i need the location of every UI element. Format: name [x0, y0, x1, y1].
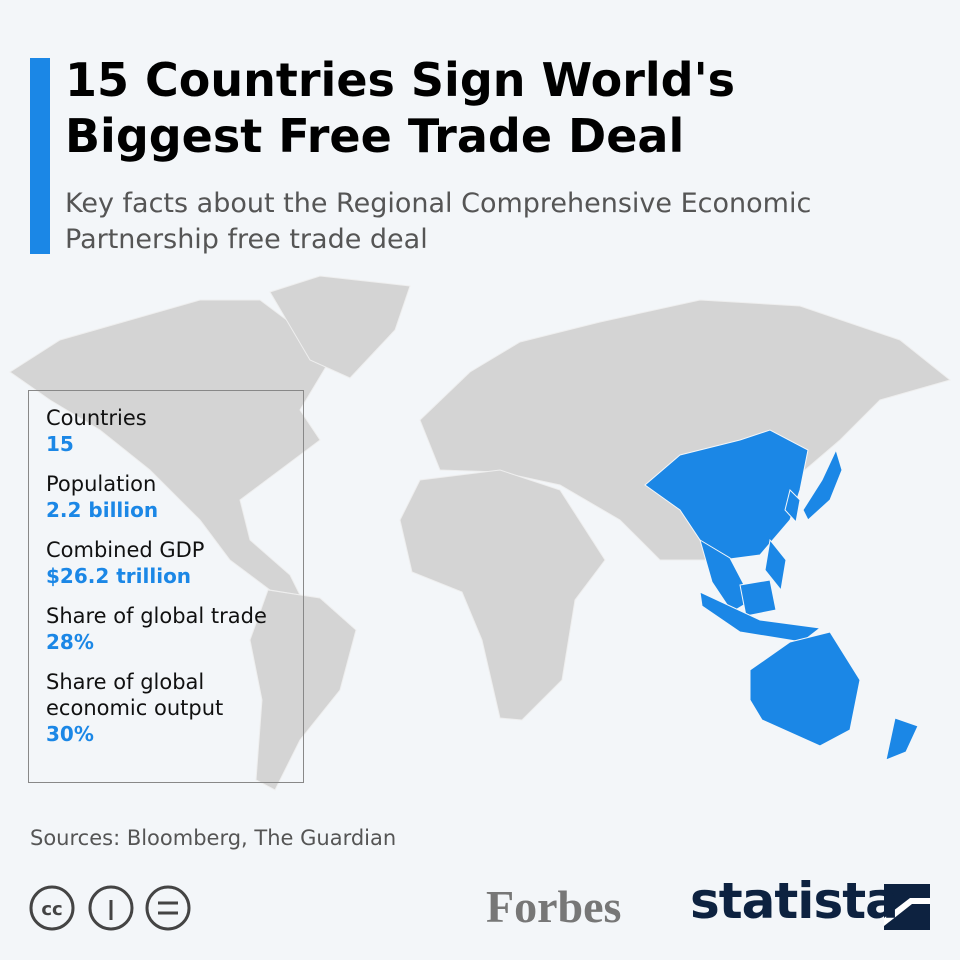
- fact: Population 2.2 billion: [46, 471, 303, 523]
- title: 15 Countries Sign World's Biggest Free T…: [65, 53, 736, 163]
- statista-logo-mark: [884, 898, 930, 926]
- north-america: [9, 299, 331, 596]
- fact: Share of global economic output 30%: [46, 669, 303, 747]
- statista-logo-text: statista: [690, 872, 899, 930]
- fact-label: Combined GDP: [46, 538, 205, 562]
- fact: Countries 15: [46, 405, 303, 457]
- new-zealand: [885, 717, 919, 761]
- korea: [784, 489, 801, 524]
- fact-label: Population: [46, 472, 157, 496]
- eurasia: [419, 299, 952, 561]
- fact-value: 15: [46, 432, 74, 456]
- sources: Sources: Bloomberg, The Guardian: [30, 826, 397, 850]
- cc-icon: [29, 885, 75, 931]
- fact: Share of global trade 28%: [46, 603, 303, 655]
- fact-label: Share of global trade: [46, 604, 267, 628]
- nd-icon: [145, 885, 191, 931]
- accent-bar: [30, 58, 50, 254]
- borneo: [739, 579, 777, 617]
- fact-value: 2.2 billion: [46, 498, 159, 522]
- southeast-asia: [699, 538, 753, 613]
- cc-text: cc: [41, 899, 62, 920]
- subtitle: Key facts about the Regional Comprehensi…: [65, 188, 812, 255]
- by-icon: [88, 885, 134, 931]
- fact-label: Countries: [46, 406, 147, 430]
- fact: Combined GDP $26.2 trillion: [46, 537, 303, 589]
- greenland: [269, 275, 411, 379]
- japan: [802, 448, 843, 521]
- africa: [399, 469, 606, 721]
- forbes-logo: Forbes: [486, 881, 622, 932]
- fact-label: Share of global economic output: [46, 670, 224, 720]
- fact-value: 30%: [46, 722, 94, 746]
- philippines: [764, 538, 787, 592]
- fact-value: $26.2 trillion: [46, 564, 192, 588]
- fact-value: 28%: [46, 630, 94, 654]
- facts-box: Countries 15 Population 2.2 billion Combined…: [28, 390, 304, 783]
- australia: [749, 631, 861, 747]
